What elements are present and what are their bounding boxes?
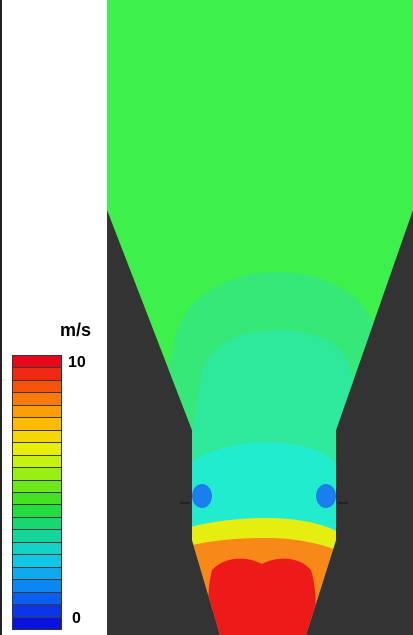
legend-swatch: [13, 393, 61, 406]
legend-swatch: [13, 368, 61, 381]
legend-swatch: [13, 443, 61, 456]
legend-swatch: [13, 517, 61, 531]
legend-min-label: 0: [72, 610, 81, 627]
legend-swatch: [13, 480, 61, 493]
legend-swatch: [13, 380, 61, 394]
left-border-line: [0, 0, 2, 635]
contour-spot-right-jet: [316, 484, 336, 508]
legend-max-label: 10: [68, 354, 86, 371]
legend-swatch: [13, 555, 61, 568]
legend-swatch: [13, 592, 61, 606]
legend-color-bar: [12, 355, 62, 630]
legend-swatch: [13, 580, 61, 593]
legend-swatch: [13, 505, 61, 518]
velocity-contour-plot: [107, 0, 413, 635]
legend-swatch: [13, 356, 61, 369]
legend-swatch: [13, 530, 61, 543]
legend-swatch: [13, 468, 61, 481]
legend-swatch: [13, 418, 61, 431]
legend-swatch: [13, 492, 61, 506]
legend-swatch: [13, 430, 61, 444]
legend-swatch: [13, 542, 61, 556]
legend-unit-label: m/s: [60, 320, 92, 340]
legend-swatch: [13, 617, 61, 629]
legend-swatch: [13, 455, 61, 469]
legend-swatch: [13, 405, 61, 419]
legend-swatch: [13, 567, 61, 581]
legend-swatch: [13, 605, 61, 618]
contour-region-red: [208, 558, 316, 635]
contour-spot-left-jet: [192, 484, 212, 508]
